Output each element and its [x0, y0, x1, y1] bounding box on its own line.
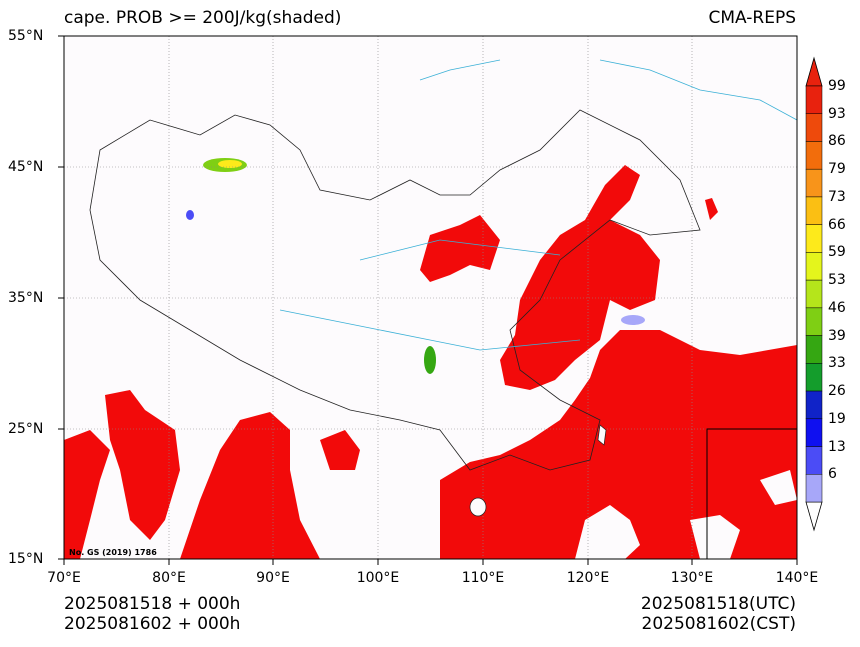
colorbar-band: [805, 390, 823, 420]
valid-time-utc: 2025081518(UTC): [640, 594, 796, 614]
colorbar-band: [805, 113, 823, 142]
colorbar-band: [805, 85, 823, 114]
rivers: [279, 59, 798, 351]
colorbar-level-label: 19: [828, 410, 846, 427]
lon-label-90: 90°E: [256, 570, 290, 586]
colorbar-band: [805, 196, 823, 225]
probability-shading: [64, 165, 797, 559]
colorbar-level-label: 33: [828, 355, 846, 372]
colorbar-band: [805, 474, 823, 503]
lon-label-140: 140°E: [775, 570, 819, 586]
colorbar: [805, 56, 823, 532]
colorbar-level-label: 26: [828, 383, 846, 400]
colorbar-band: [805, 141, 823, 170]
model-name: CMA-REPS: [708, 8, 796, 28]
colorbar-level-label: 46: [828, 299, 846, 316]
axis-ticks: [58, 35, 798, 565]
colorbar-level-label: 86: [828, 133, 846, 150]
colorbar-band: [805, 335, 823, 364]
init-time-utc: 2025081518 + 000h: [64, 594, 241, 614]
lon-label-80: 80°E: [152, 570, 186, 586]
map-title: cape. PROB >= 200J/kg(shaded): [64, 8, 342, 28]
colorbar-band: [805, 224, 823, 253]
lon-label-130: 130°E: [670, 570, 714, 586]
lat-label-25: 25°N: [8, 421, 44, 437]
lon-label-100: 100°E: [356, 570, 400, 586]
colorbar-level-label: 79: [828, 161, 846, 178]
hainan-outline: [469, 497, 487, 517]
colorbar-band: [805, 363, 823, 392]
graticule: [64, 36, 797, 559]
shading-gaps: [575, 470, 797, 559]
colorbar-level-label: 66: [828, 216, 846, 233]
colorbar-level-label: 6: [828, 466, 837, 483]
colorbar-level-label: 39: [828, 327, 846, 344]
low-probability-fringe: [186, 158, 645, 374]
map-approval-number: No. GS (2019) 1786: [69, 548, 157, 557]
colorbar-top-arrow: [805, 56, 823, 87]
colorbar-level-label: 13: [828, 438, 846, 455]
lon-label-70: 70°E: [47, 570, 81, 586]
lat-label-35: 35°N: [8, 290, 44, 306]
country-borders: [89, 109, 701, 471]
lat-label-45: 45°N: [8, 159, 44, 175]
valid-time-cst: 2025081602(CST): [641, 614, 796, 634]
colorbar-level-label: 99: [828, 78, 846, 94]
colorbar-level-label: 73: [828, 188, 846, 205]
init-time-cst: 2025081602 + 000h: [64, 614, 241, 634]
init-time-block: 2025081518 + 000h 2025081602 + 000h: [64, 594, 240, 634]
colorbar-bottom-arrow: [805, 501, 823, 532]
lon-label-120: 120°E: [566, 570, 610, 586]
valid-time-block: 2025081518(UTC) 2025081602(CST): [641, 594, 796, 634]
taiwan-outline: [597, 424, 607, 446]
colorbar-band: [805, 168, 823, 198]
colorbar-band: [805, 279, 823, 309]
colorbar-band: [805, 252, 823, 281]
colorbar-band: [805, 418, 823, 447]
lat-label-15: 15°N: [8, 551, 44, 567]
colorbar-level-label: 93: [828, 105, 846, 122]
colorbar-level-label: 59: [828, 244, 846, 261]
colorbar-band: [805, 446, 823, 475]
colorbar-level-label: 53: [828, 272, 846, 289]
lat-label-55: 55°N: [8, 28, 44, 44]
colorbar-band: [805, 307, 823, 336]
lon-label-110: 110°E: [461, 570, 505, 586]
